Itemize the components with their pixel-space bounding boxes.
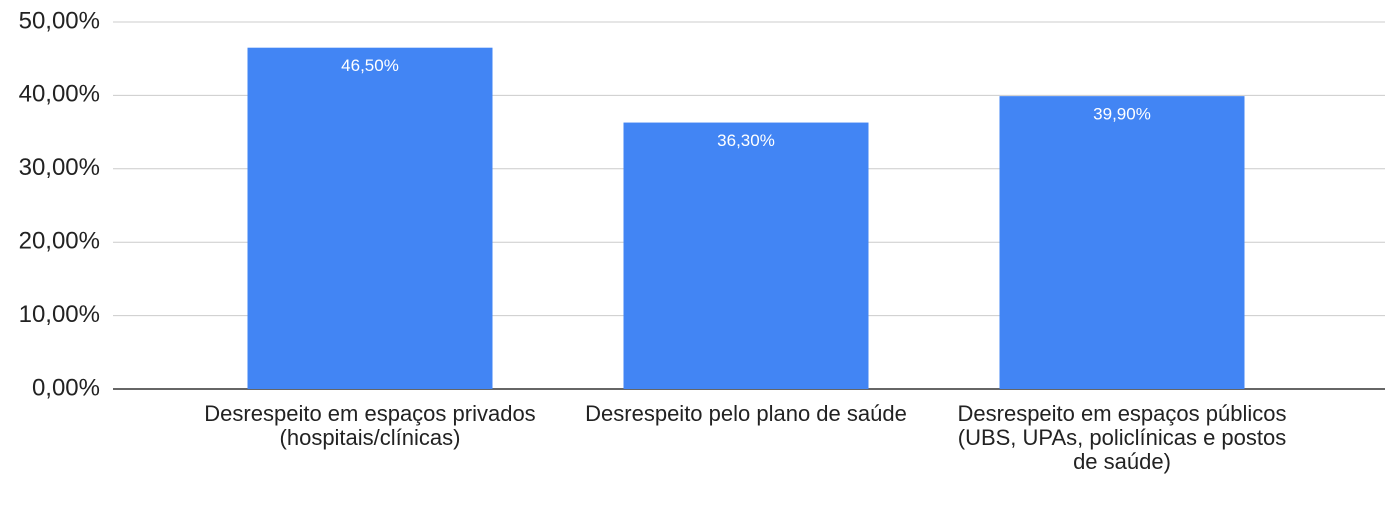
x-tick-label: Desrespeito em espaços privados (hospita…	[204, 401, 536, 450]
x-tick-label: Desrespeito pelo plano de saúde	[585, 401, 907, 426]
y-tick-label: 30,00%	[19, 154, 100, 181]
value-label: 36,30%	[717, 131, 775, 150]
x-tick-label: Desrespeito em espaços públicos (UBS, UP…	[957, 401, 1287, 474]
bar	[999, 96, 1245, 389]
value-label: 39,90%	[1093, 105, 1151, 124]
y-tick-label: 40,00%	[19, 81, 100, 108]
bar	[623, 122, 869, 390]
y-tick-label: 10,00%	[19, 301, 100, 328]
y-tick-label: 0,00%	[32, 374, 100, 401]
bar	[247, 47, 493, 389]
value-label: 46,50%	[341, 56, 399, 75]
y-tick-label: 50,00%	[19, 7, 100, 34]
y-tick-label: 20,00%	[19, 228, 100, 255]
